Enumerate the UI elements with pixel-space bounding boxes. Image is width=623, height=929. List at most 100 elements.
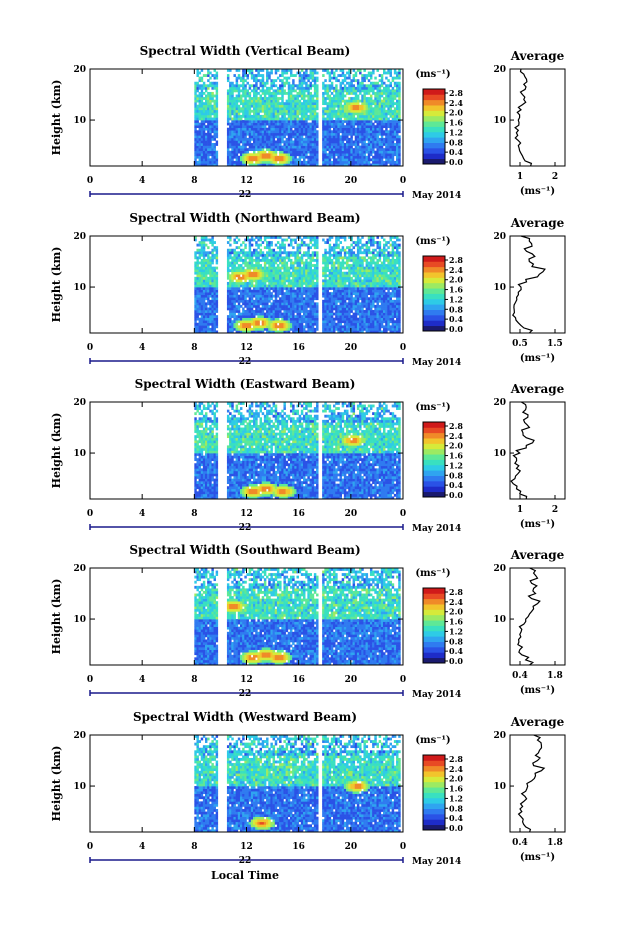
heatmap-cell	[341, 74, 345, 77]
heatmap-cell	[196, 153, 199, 157]
heatmap-cell	[272, 91, 276, 95]
heatmap-cell	[326, 137, 329, 141]
heatmap-cell	[281, 243, 284, 247]
heatmap-cell	[335, 84, 338, 88]
heatmap-cell	[279, 302, 282, 306]
heatmap-cell	[196, 307, 199, 311]
heatmap-cell	[324, 163, 327, 167]
heatmap-cell	[207, 125, 210, 129]
heatmap-cell	[322, 99, 325, 103]
heatmap-cell	[283, 320, 286, 324]
heatmap-cell	[257, 287, 260, 290]
heatmap-cell	[261, 153, 265, 157]
heatmap-cell	[352, 109, 356, 113]
heatmap-cell	[352, 79, 356, 83]
heatmap-cell	[281, 325, 284, 329]
heatmap-cell	[244, 84, 247, 88]
heatmap-cell	[259, 155, 263, 159]
heatmap-cell	[274, 104, 278, 108]
heatmap-cell	[303, 276, 306, 280]
heatmap-cell	[324, 292, 327, 296]
heatmap-cell	[309, 238, 312, 242]
heatmap-cell	[237, 302, 241, 306]
heatmap-cell	[215, 140, 219, 144]
heatmap-cell	[376, 99, 379, 103]
heatmap-cell	[363, 84, 366, 88]
heatmap-cell	[311, 94, 315, 98]
heatmap-cell	[248, 320, 252, 324]
heatmap-cell	[365, 122, 369, 126]
heatmap-cell	[305, 307, 308, 311]
heatmap-cell	[378, 109, 382, 113]
heatmap-cell	[263, 312, 267, 316]
heatmap-cell	[287, 145, 291, 149]
heatmap-cell	[276, 253, 280, 257]
heatmap-cell	[205, 322, 208, 326]
heatmap-cell	[237, 148, 241, 151]
heatmap-cell	[285, 238, 289, 242]
heatmap-cell	[279, 153, 282, 157]
heatmap-cell	[237, 137, 241, 141]
heatmap-cell	[350, 86, 353, 90]
heatmap-cell	[239, 148, 243, 151]
heatmap-cell	[268, 284, 271, 288]
heatmap-cell	[348, 81, 351, 85]
heatmap-cell	[356, 109, 360, 113]
heatmap-cell	[313, 243, 317, 247]
heatmap-cell	[231, 125, 234, 129]
heatmap-cell	[235, 330, 239, 334]
heatmap-cell	[266, 330, 269, 334]
heatmap-cell	[250, 276, 254, 280]
heatmap-cell	[389, 150, 392, 154]
heatmap-cell	[233, 125, 236, 129]
heatmap-cell	[233, 89, 236, 93]
heatmap-cell	[248, 117, 252, 121]
heatmap-cell	[326, 69, 329, 72]
heatmap-cell	[350, 140, 353, 144]
heatmap-cell	[244, 238, 247, 242]
heatmap-cell	[209, 84, 212, 88]
heatmap-cell	[205, 155, 208, 159]
heatmap-cell	[324, 160, 327, 164]
heatmap-cell	[298, 74, 302, 77]
heatmap-cell	[307, 76, 310, 80]
heatmap-cell	[226, 104, 230, 108]
heatmap-cell	[276, 86, 280, 90]
heatmap-cell	[196, 135, 199, 139]
heatmap-cell	[272, 330, 276, 334]
heatmap-cell	[268, 130, 271, 134]
heatmap-cell	[198, 145, 202, 149]
heatmap-cell	[215, 253, 219, 257]
heatmap-cell	[350, 89, 353, 93]
heatmap-cell	[376, 104, 379, 108]
heatmap-cell	[198, 253, 202, 257]
heatmap-cell	[244, 107, 247, 111]
heatmap-cell	[335, 132, 338, 136]
heatmap-cell	[196, 125, 199, 129]
heatmap-cell	[330, 264, 334, 267]
heatmap-cell	[326, 132, 329, 136]
heatmap-cell	[242, 79, 245, 83]
heatmap-cell	[242, 302, 245, 306]
heatmap-cell	[298, 279, 302, 283]
heatmap-cell	[398, 114, 401, 118]
heatmap-cell	[328, 104, 332, 108]
heatmap-cell	[352, 91, 356, 95]
heatmap-cell	[322, 287, 325, 290]
heatmap-cell	[309, 91, 312, 95]
heatmap-cell	[307, 109, 310, 113]
heatmap-cell	[393, 122, 397, 126]
heatmap-cell	[233, 74, 236, 77]
heatmap-cell	[202, 81, 206, 85]
heatmap-cell	[367, 145, 371, 149]
heatmap-cell	[237, 74, 241, 77]
heatmap-cell	[268, 294, 271, 298]
heatmap-cell	[239, 76, 243, 80]
heatmap-cell	[387, 91, 390, 95]
heatmap-cell	[372, 160, 375, 164]
heatmap-cell	[393, 148, 397, 151]
heatmap-cell	[270, 294, 273, 298]
heatmap-cell	[335, 143, 338, 146]
colorbar-tick-label: 1.2	[449, 127, 463, 137]
heatmap-cell	[307, 330, 310, 334]
